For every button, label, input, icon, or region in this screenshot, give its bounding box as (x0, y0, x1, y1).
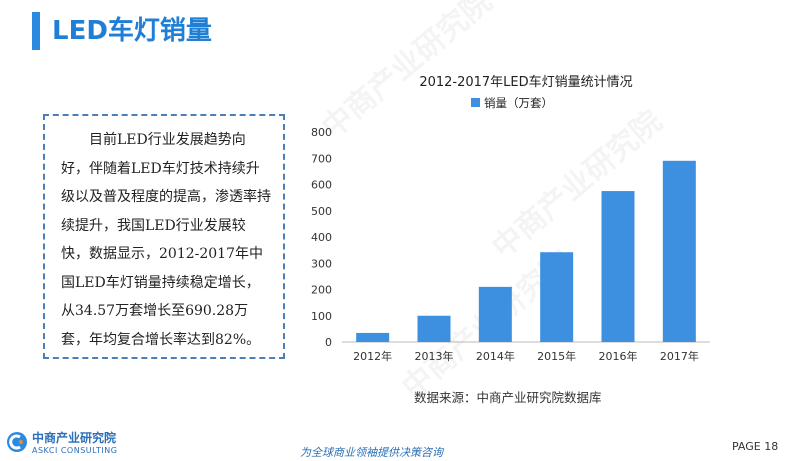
bar (417, 315, 451, 342)
title-accent-bar (32, 12, 40, 50)
footer-slogan: 为全球商业领袖提供决策咨询 (300, 446, 443, 459)
y-tick-label: 0 (325, 336, 332, 349)
y-tick-label: 700 (311, 152, 332, 165)
y-tick-label: 200 (311, 284, 332, 297)
askci-logo-icon (7, 432, 27, 452)
y-tick-label: 100 (311, 310, 332, 323)
bar (478, 286, 512, 342)
y-tick-label: 500 (311, 205, 332, 218)
footer-org-en: ASKCI CONSULTING (32, 446, 118, 455)
y-tick-label: 400 (311, 231, 332, 244)
footer-org-name: 中商产业研究院 (32, 431, 117, 445)
bar (601, 191, 635, 342)
bar (662, 160, 696, 342)
x-tick-label: 2017年 (660, 349, 699, 363)
x-tick-label: 2015年 (537, 349, 576, 363)
bar (540, 252, 574, 342)
legend-swatch (471, 98, 480, 107)
page-title: LED车灯销量 (52, 16, 212, 46)
x-tick-label: 2014年 (476, 349, 515, 363)
x-tick-label: 2016年 (599, 349, 638, 363)
bar (356, 332, 390, 342)
description-text: 目前LED行业发展趋势向好，伴随着LED车灯技术持续升级以及普及程度的提高，渗透… (61, 132, 271, 348)
legend-label: 销量（万套） (484, 96, 553, 110)
y-tick-label: 800 (311, 126, 332, 139)
y-tick-label: 600 (311, 179, 332, 192)
x-tick-label: 2012年 (353, 349, 392, 363)
x-tick-label: 2013年 (415, 349, 454, 363)
data-source: 数据来源：中商产业研究院数据库 (414, 390, 602, 405)
page-number: PAGE 18 (732, 440, 779, 453)
y-tick-label: 300 (311, 257, 332, 270)
description-box: 目前LED行业发展趋势向好，伴随着LED车灯技术持续升级以及普及程度的提高，渗透… (43, 114, 285, 359)
chart-title: 2012-2017年LED车灯销量统计情况 (419, 74, 632, 90)
